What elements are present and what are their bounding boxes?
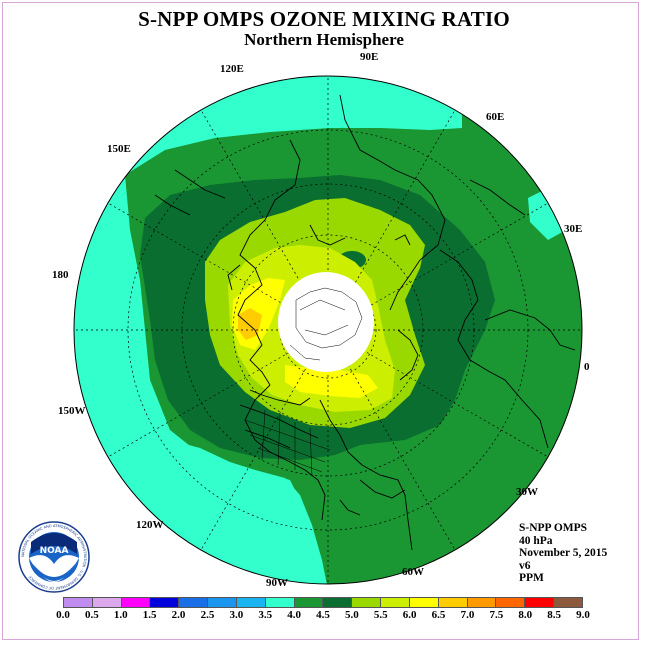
colorbar-cell	[150, 598, 180, 607]
polar-coast	[289, 287, 363, 361]
lon-label-90w: 90W	[266, 577, 288, 589]
colorbar-cell	[323, 598, 353, 607]
colorbar-tick-label: 3.0	[229, 609, 244, 621]
colorbar-cell	[294, 598, 324, 607]
colorbar-ticks: 0.0 0.5 1.0 1.5 2.0 2.5 3.0 3.5 4.0 4.5 5.0 5.5 6.0 6…	[0, 609, 648, 623]
colorbar-cell	[525, 598, 555, 607]
colorbar-cell	[92, 598, 122, 607]
info-block: S-NPP OMPS 40 hPa November 5, 2015 v6 PP…	[519, 522, 607, 585]
colorbar-tick-label: 5.0	[345, 609, 359, 621]
lon-label-30e: 30E	[564, 223, 582, 235]
colorbar-cell	[236, 598, 266, 607]
lon-label-150e: 150E	[107, 143, 131, 155]
colorbar-cell	[438, 598, 468, 607]
colorbar-tick-label: 7.0	[460, 609, 475, 621]
colorbar-tick-label: 8.5	[547, 609, 561, 621]
colorbar-cell	[179, 598, 209, 607]
page-title: S-NPP OMPS OZONE MIXING RATIO	[138, 7, 510, 31]
colorbar-cell	[121, 598, 151, 607]
page-subtitle: Northern Hemisphere	[244, 30, 404, 49]
lon-label-60w: 60W	[402, 566, 424, 578]
colorbar-tick-label: 6.0	[402, 609, 417, 621]
noaa-logo: NOAA NATIONAL OCEANIC AND ATMOSPHERIC AD…	[18, 521, 90, 593]
colorbar-tick-label: 2.0	[171, 609, 186, 621]
colorbar-tick-label: 2.5	[200, 609, 215, 621]
band-6.0-6.5-south	[285, 365, 378, 398]
colorbar-tick-label: 9.0	[576, 609, 590, 621]
colorbar-cell	[208, 598, 237, 607]
colorbar-cell	[496, 598, 526, 607]
info-units: PPM	[519, 572, 544, 584]
coastlines	[154, 94, 576, 551]
lon-label-180: 180	[52, 269, 69, 281]
colorbar-cell	[381, 598, 410, 607]
colorbar-tick-label: 7.5	[489, 609, 504, 621]
colorbar-tick-label: 0.5	[85, 609, 99, 621]
colorbar-cell	[352, 598, 382, 607]
colorbar-tick-label: 1.0	[113, 609, 128, 621]
lon-label-150w: 150W	[58, 405, 86, 417]
polar-no-data	[278, 272, 374, 372]
colorbar-cell	[467, 598, 497, 607]
logo-text: NOAA	[40, 546, 69, 556]
colorbar-cell	[409, 598, 439, 607]
colorbar-tick-label: 4.5	[316, 609, 330, 621]
state-borders	[244, 409, 331, 477]
lon-label-90e: 90E	[360, 51, 378, 63]
globe-outline	[73, 75, 583, 585]
lon-label-120w: 120W	[136, 519, 164, 531]
lon-label-60e: 60E	[486, 111, 504, 123]
colorbar-tick-label: 5.5	[373, 609, 388, 621]
colorbar-tick-label: 6.5	[431, 609, 446, 621]
lon-label-120e: 120E	[220, 63, 244, 75]
colorbar-cell	[554, 598, 582, 607]
figure-frame	[2, 2, 639, 640]
lon-label-0: 0	[584, 361, 590, 373]
info-version: v6	[519, 559, 531, 572]
colorbar-tick-label: 1.5	[142, 609, 157, 621]
colorbar-cell	[265, 598, 295, 607]
colorbar-tick-label: 8.0	[518, 609, 533, 621]
colorbar-tick-label: 0.0	[56, 609, 70, 621]
colorbar	[63, 597, 583, 608]
info-date: November 5, 2015	[519, 547, 608, 559]
lon-label-30w: 30W	[516, 486, 538, 498]
info-instrument: S-NPP OMPS	[519, 522, 588, 534]
colorbar-cell	[64, 598, 93, 607]
meridians	[74, 76, 582, 584]
colorbar-tick-label: 4.0	[287, 609, 301, 621]
info-level: 40 hPa	[519, 534, 553, 547]
colorbar-tick-label: 3.5	[258, 609, 273, 621]
